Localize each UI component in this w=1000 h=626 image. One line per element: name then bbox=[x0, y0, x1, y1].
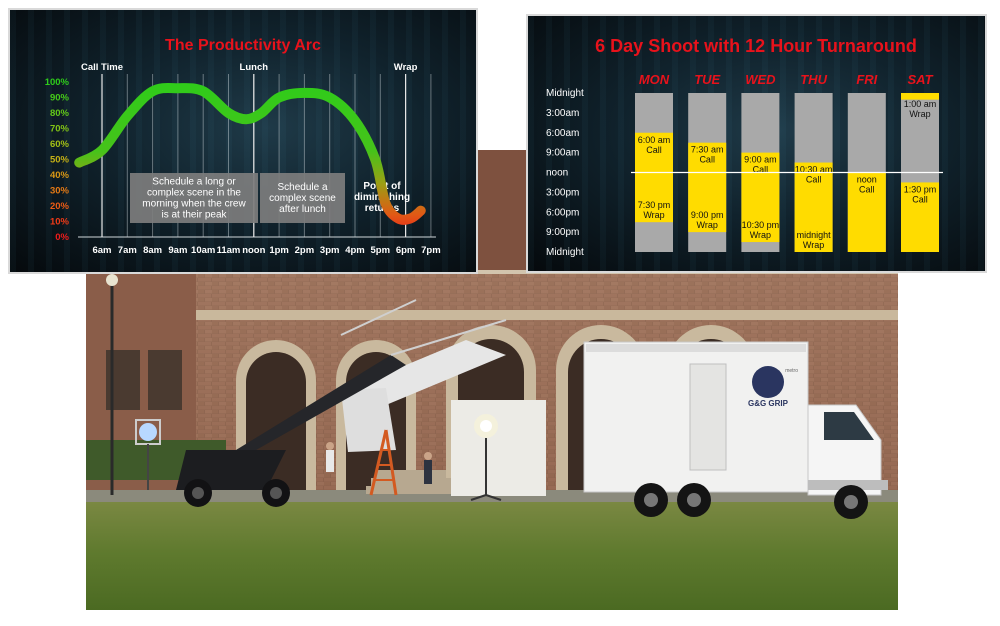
schedule-work-bar bbox=[635, 132, 673, 223]
arc-y-tick: 70% bbox=[50, 124, 70, 135]
schedule-wrap-text: Wrap bbox=[643, 210, 664, 220]
arc-x-tick: 4pm bbox=[345, 245, 365, 256]
productivity-arc-svg: The Productivity Arc 0% 10% 20% 30% 40% 50% 60… bbox=[45, 37, 441, 256]
schedule-y-label: 3:00pm bbox=[546, 187, 579, 198]
schedule-work-bar bbox=[688, 142, 727, 233]
arc-y-tick: 40% bbox=[50, 170, 70, 181]
schedule-work-bar bbox=[847, 172, 886, 252]
arc-y-tick: 100% bbox=[45, 77, 70, 88]
schedule-call-text: Call bbox=[912, 194, 928, 204]
arc-y-tick: 0% bbox=[55, 232, 69, 243]
schedule-call-text: Call bbox=[646, 145, 662, 155]
schedule-work-bar bbox=[901, 182, 939, 252]
schedule-day-label: TUE bbox=[694, 72, 720, 87]
arc-y-tick: 80% bbox=[50, 108, 70, 119]
schedule-wrap-text: Wrap bbox=[697, 220, 718, 230]
schedule-y-label: 3:00am bbox=[546, 108, 579, 119]
productivity-curve bbox=[74, 82, 426, 225]
schedule-y-label: 9:00am bbox=[546, 148, 579, 159]
arc-x-tick: 9am bbox=[168, 245, 187, 256]
productivity-arc-chart: The Productivity Arc 0% 10% 20% 30% 40% 50% 60… bbox=[8, 8, 478, 274]
schedule-day-label: THU bbox=[800, 72, 827, 87]
schedule-y-label: 6:00am bbox=[546, 128, 579, 139]
arc-y-tick: 60% bbox=[50, 139, 70, 150]
arc-y-tick: 10% bbox=[50, 217, 70, 228]
arc-x-tick: 2pm bbox=[295, 245, 315, 256]
arc-x-tick: 3pm bbox=[320, 245, 340, 256]
schedule-call-text: Call bbox=[753, 165, 769, 175]
arc-annotation-text: is at their peak bbox=[161, 210, 227, 221]
schedule-y-label: noon bbox=[546, 168, 568, 179]
schedule-wrap-text: 10:30 pm bbox=[742, 220, 780, 230]
schedule-wrap-text: midnight bbox=[797, 230, 832, 240]
schedule-carry-text: 1:00 am bbox=[904, 99, 937, 109]
schedule-carry-bar bbox=[901, 93, 939, 100]
schedule-work-bar bbox=[741, 152, 780, 243]
schedule-day-label: MON bbox=[639, 72, 670, 87]
schedule-call-text: 6:00 am bbox=[638, 135, 671, 145]
arc-annotation-text: complex scene bbox=[269, 193, 336, 204]
arc-y-tick: 50% bbox=[50, 155, 70, 166]
schedule-call-text: Call bbox=[699, 155, 715, 165]
arc-x-tick: 1pm bbox=[269, 245, 289, 256]
arc-annotation-box bbox=[130, 173, 258, 223]
arc-annotation-text: complex scene in the bbox=[147, 188, 241, 199]
arc-y-tick: 90% bbox=[50, 93, 70, 104]
schedule-day-label: FRI bbox=[856, 72, 877, 87]
schedule-y-label: Midnight bbox=[546, 88, 584, 99]
arc-marker-label: Wrap bbox=[394, 62, 418, 73]
schedule-y-label: 6:00pm bbox=[546, 207, 579, 218]
arc-annotation-text: Schedule a bbox=[277, 182, 327, 193]
arc-annotation-text: Schedule a long or bbox=[152, 177, 236, 188]
arc-x-tick: 5pm bbox=[371, 245, 391, 256]
arc-x-tick: 7am bbox=[118, 245, 137, 256]
arc-marker-label: Lunch bbox=[240, 62, 269, 73]
arc-annotation-text: morning when the crew bbox=[142, 199, 246, 210]
shoot-schedule-svg: 6 Day Shoot with 12 Hour Turnaround Midn… bbox=[546, 36, 943, 258]
schedule-carry-text: Wrap bbox=[909, 109, 930, 119]
schedule-y-label: Midnight bbox=[546, 247, 584, 258]
arc-y-tick: 20% bbox=[50, 201, 70, 212]
schedule-y-label: 9:00pm bbox=[546, 227, 579, 238]
arc-x-tick: 6am bbox=[92, 245, 111, 256]
schedule-call-text: 10:30 am bbox=[795, 165, 833, 175]
schedule-call-text: 7:30 am bbox=[691, 145, 724, 155]
schedule-title: 6 Day Shoot with 12 Hour Turnaround bbox=[595, 36, 917, 56]
arc-y-tick: 30% bbox=[50, 186, 70, 197]
truck-logo: G&G GRIP bbox=[748, 399, 789, 408]
arc-x-tick: 11am bbox=[217, 245, 241, 256]
arc-annotation-text: returns bbox=[365, 203, 400, 214]
arc-x-tick: noon bbox=[242, 245, 265, 256]
schedule-call-text: 9:00 am bbox=[744, 155, 777, 165]
arc-annotation-box bbox=[260, 173, 345, 223]
schedule-call-text: 1:30 pm bbox=[904, 184, 937, 194]
schedule-wrap-text: 7:30 pm bbox=[638, 200, 671, 210]
schedule-call-text: Call bbox=[859, 185, 875, 195]
shoot-schedule-chart: 6 Day Shoot with 12 Hour Turnaround Midn… bbox=[526, 14, 987, 273]
schedule-day-label: WED bbox=[745, 72, 776, 87]
schedule-wrap-text: Wrap bbox=[803, 240, 824, 250]
arc-annotation-text: after lunch bbox=[279, 204, 326, 215]
schedule-wrap-text: Wrap bbox=[750, 230, 771, 240]
schedule-work-bar bbox=[794, 162, 833, 252]
arc-x-tick: 6pm bbox=[396, 245, 416, 256]
arc-marker-label: Call Time bbox=[81, 62, 123, 73]
schedule-call-text: Call bbox=[806, 175, 822, 185]
arc-x-tick: 8am bbox=[143, 245, 162, 256]
truck-brand: metro bbox=[785, 368, 798, 374]
schedule-wrap-text: 9:00 pm bbox=[691, 210, 724, 220]
arc-x-tick: 10am bbox=[191, 245, 215, 256]
schedule-day-label: SAT bbox=[907, 72, 933, 87]
arc-title: The Productivity Arc bbox=[165, 37, 321, 54]
schedule-call-text: noon bbox=[857, 175, 877, 185]
arc-x-tick: 7pm bbox=[421, 245, 441, 256]
